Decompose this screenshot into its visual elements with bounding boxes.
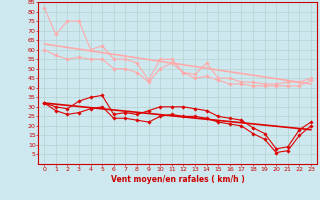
- X-axis label: Vent moyen/en rafales ( km/h ): Vent moyen/en rafales ( km/h ): [111, 175, 244, 184]
